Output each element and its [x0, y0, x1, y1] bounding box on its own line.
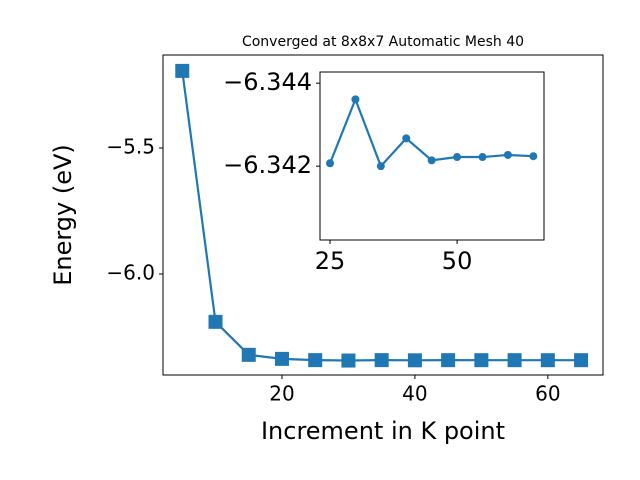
marker: [326, 159, 335, 168]
y-tick-label: −6.342: [223, 151, 312, 179]
marker: [175, 63, 190, 78]
x-axis-label: Increment in K point: [261, 417, 505, 445]
marker: [474, 353, 489, 368]
x-tick-label: 25: [315, 247, 346, 275]
marker: [529, 152, 538, 161]
x-tick-label: 20: [269, 382, 294, 406]
y-tick-label: −5.5: [106, 134, 155, 158]
marker: [453, 153, 462, 162]
marker: [208, 314, 223, 329]
marker: [540, 353, 555, 368]
marker: [478, 153, 487, 162]
y-tick-label: −6.0: [106, 260, 155, 284]
chart-title: Converged at 8x8x7 Automatic Mesh 40: [242, 34, 524, 50]
y-axis-label: Energy (eV): [49, 144, 77, 286]
marker: [402, 134, 411, 143]
marker: [274, 351, 289, 366]
marker: [241, 347, 256, 362]
marker: [503, 150, 512, 159]
marker: [376, 162, 385, 171]
marker: [574, 353, 589, 368]
marker: [351, 95, 360, 104]
marker: [308, 353, 323, 368]
marker: [341, 353, 356, 368]
x-tick-label: 50: [442, 247, 473, 275]
marker: [427, 156, 436, 165]
marker: [441, 353, 456, 368]
marker: [374, 353, 389, 368]
x-tick-label: 40: [402, 382, 427, 406]
marker: [507, 353, 522, 368]
x-tick-label: 60: [535, 382, 560, 406]
y-tick-label: −6.344: [223, 68, 312, 96]
marker: [407, 353, 422, 368]
